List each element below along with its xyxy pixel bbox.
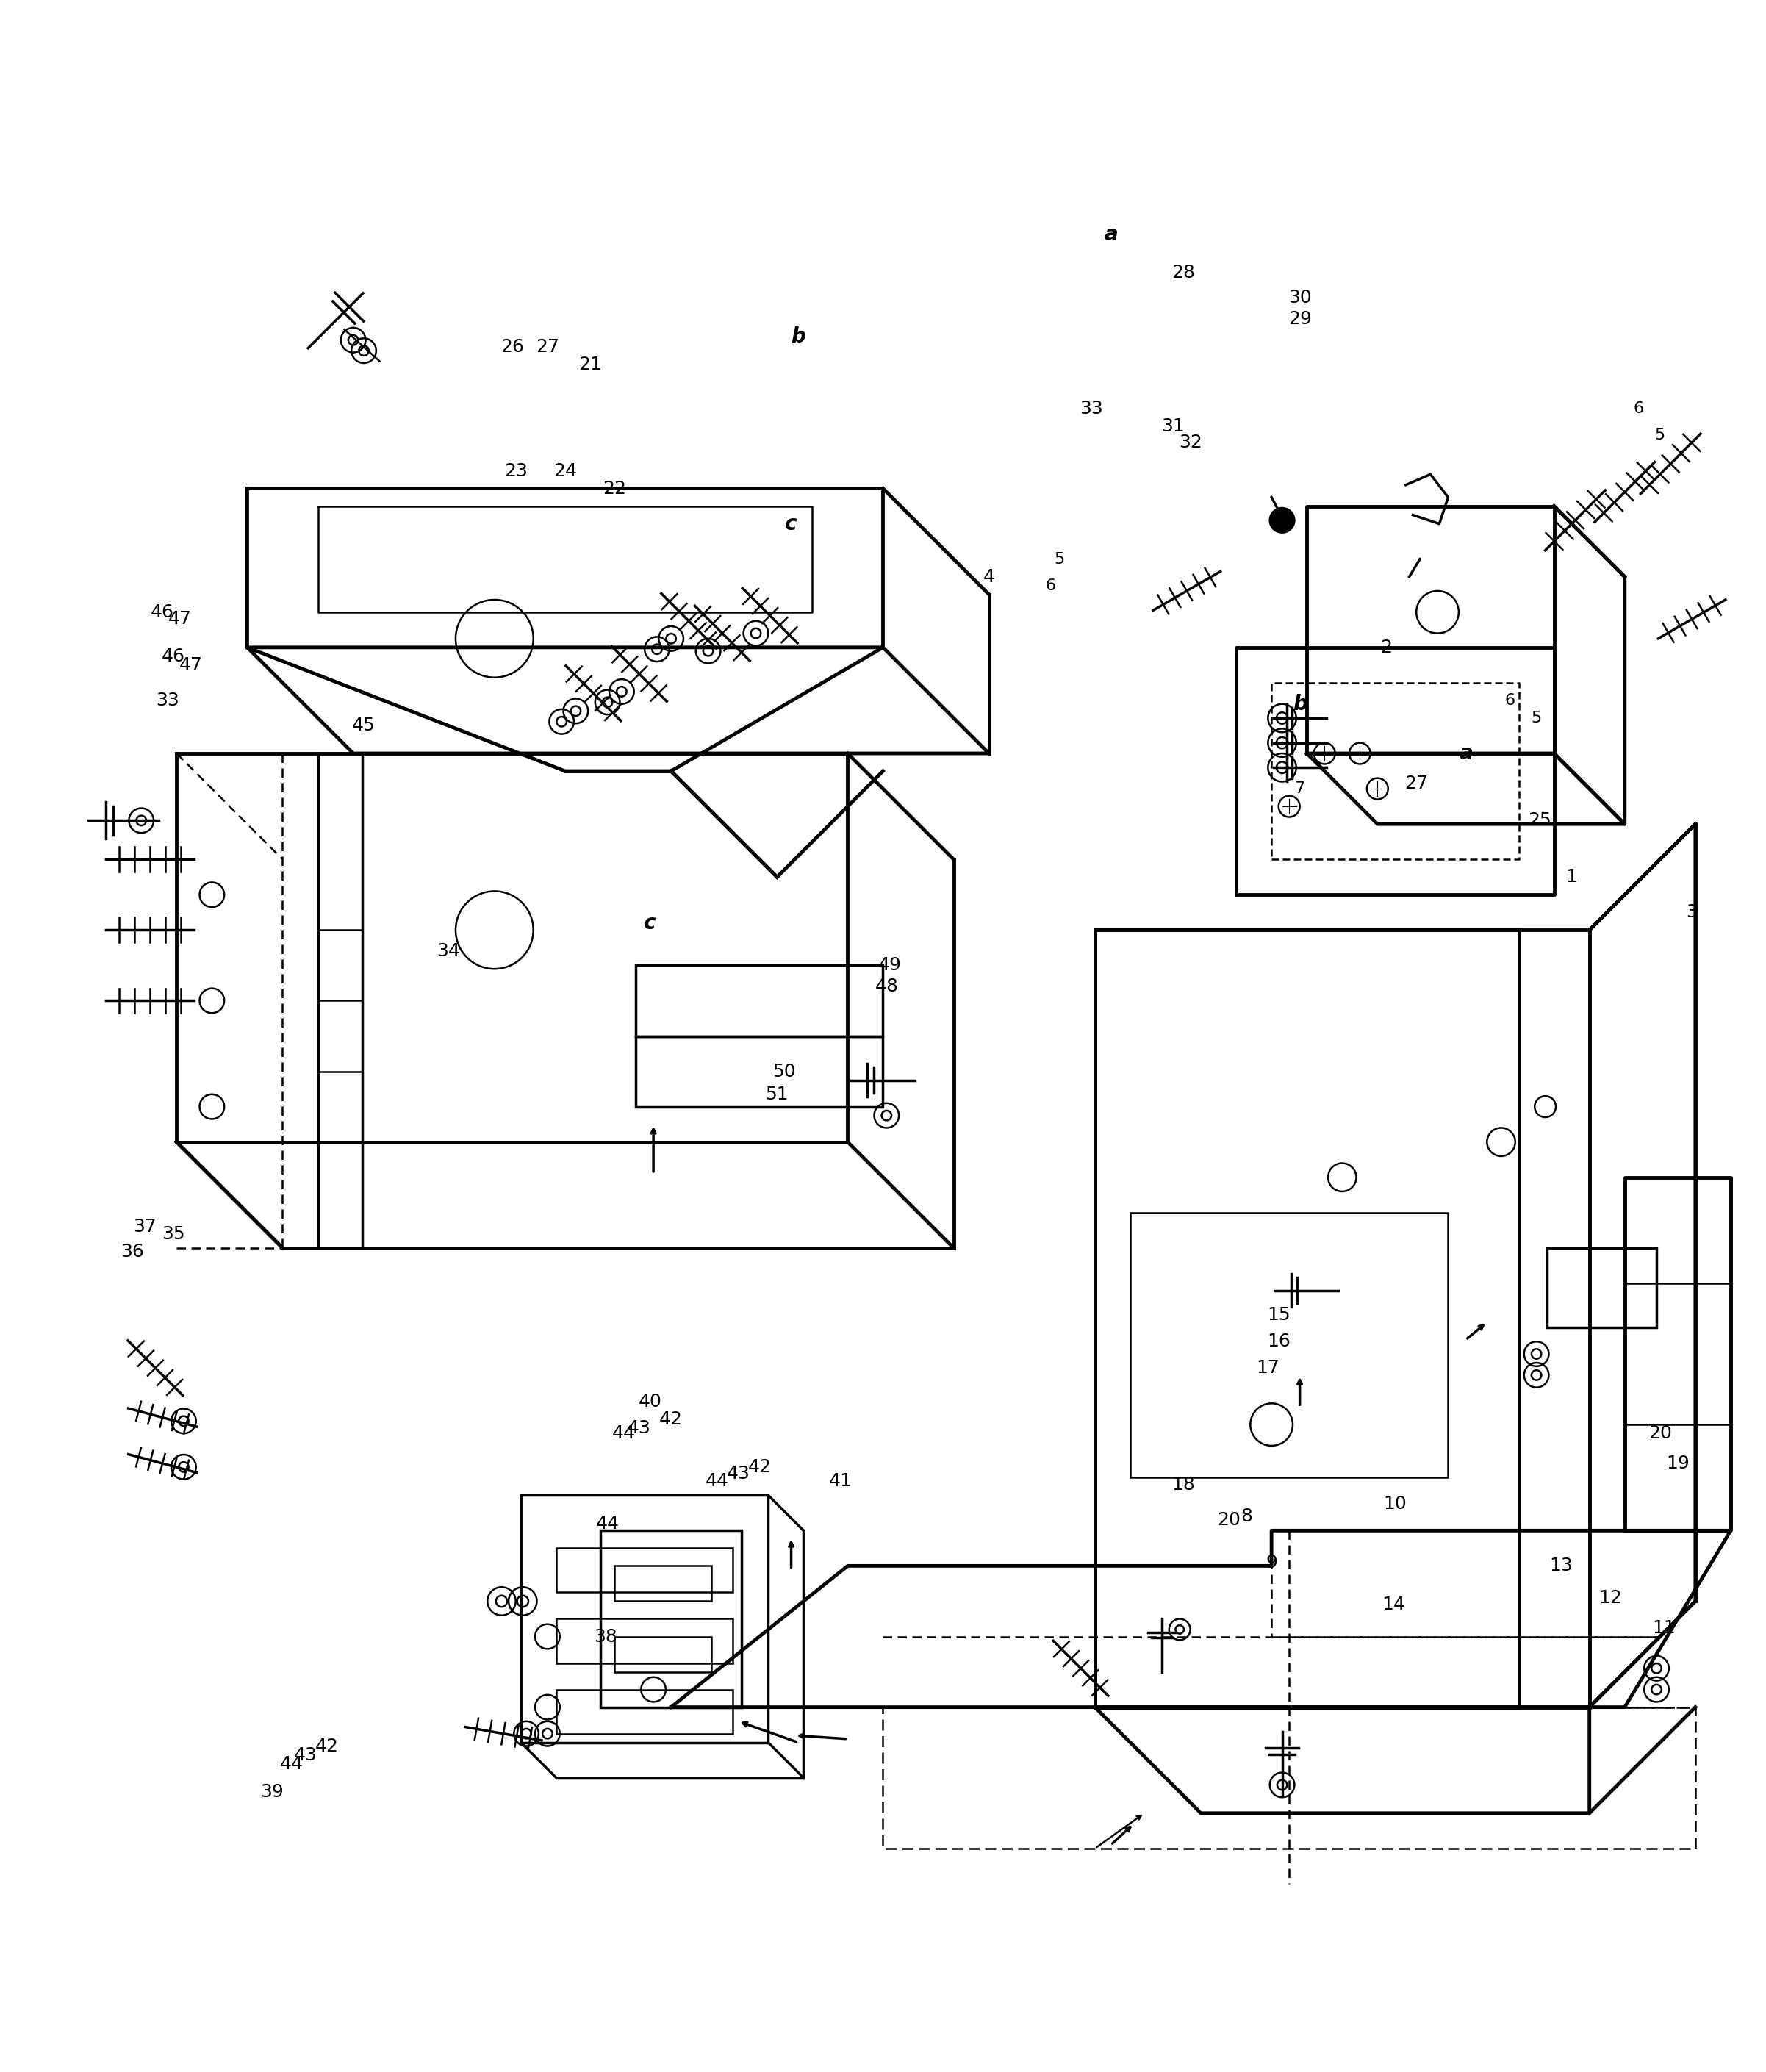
- Text: 43: 43: [726, 1465, 751, 1484]
- Text: 21: 21: [577, 356, 602, 373]
- Text: 24: 24: [553, 462, 577, 479]
- Bar: [615, 1566, 712, 1602]
- Text: a: a: [1459, 744, 1473, 765]
- Text: 6: 6: [1505, 692, 1515, 709]
- Text: 42: 42: [659, 1411, 683, 1428]
- Text: c: c: [645, 912, 655, 932]
- Text: 51: 51: [765, 1086, 789, 1102]
- Text: 17: 17: [1256, 1359, 1280, 1378]
- Text: 6: 6: [1045, 578, 1056, 593]
- Text: 26: 26: [500, 338, 525, 356]
- Text: 42: 42: [314, 1736, 339, 1755]
- Text: 30: 30: [1287, 288, 1312, 307]
- Text: 19: 19: [1665, 1455, 1690, 1473]
- Text: 1: 1: [1566, 868, 1577, 887]
- Bar: [1547, 1247, 1657, 1328]
- Bar: [556, 1548, 733, 1593]
- Text: 46: 46: [161, 646, 185, 665]
- Bar: [318, 754, 362, 1247]
- Text: 43: 43: [627, 1419, 652, 1436]
- Text: 18: 18: [1171, 1475, 1196, 1494]
- Text: b: b: [1293, 694, 1307, 715]
- Text: 50: 50: [772, 1063, 796, 1080]
- Text: 5: 5: [1655, 429, 1665, 443]
- Text: 43: 43: [293, 1747, 318, 1763]
- Text: 5: 5: [1054, 551, 1065, 566]
- Text: 44: 44: [611, 1426, 636, 1442]
- Text: a: a: [1104, 224, 1118, 244]
- Text: 35: 35: [161, 1225, 185, 1243]
- Text: 45: 45: [351, 717, 376, 733]
- Text: 44: 44: [279, 1755, 304, 1772]
- Text: 38: 38: [593, 1629, 618, 1645]
- Bar: [615, 1637, 712, 1672]
- Text: 27: 27: [535, 338, 560, 356]
- Text: 31: 31: [1160, 419, 1185, 435]
- Text: 40: 40: [638, 1392, 662, 1411]
- Text: 34: 34: [436, 943, 461, 959]
- Text: 37: 37: [132, 1218, 157, 1235]
- Text: c: c: [786, 514, 796, 535]
- Bar: [1095, 930, 1589, 1707]
- Text: 11: 11: [1651, 1618, 1676, 1637]
- Text: 16: 16: [1266, 1332, 1291, 1351]
- Text: 28: 28: [1171, 263, 1196, 282]
- Text: 39: 39: [260, 1784, 284, 1801]
- Text: 48: 48: [874, 978, 899, 995]
- Text: 23: 23: [503, 462, 528, 479]
- Text: b: b: [791, 325, 805, 346]
- Text: 9: 9: [1266, 1554, 1277, 1571]
- Text: 46: 46: [150, 603, 175, 622]
- Text: 27: 27: [1404, 775, 1429, 792]
- Text: 20: 20: [1648, 1426, 1672, 1442]
- Text: 12: 12: [1598, 1589, 1623, 1606]
- Text: 15: 15: [1266, 1305, 1291, 1324]
- Bar: [1130, 1212, 1448, 1477]
- Circle shape: [1270, 508, 1294, 533]
- Text: 49: 49: [878, 957, 902, 974]
- Text: 47: 47: [168, 611, 192, 628]
- Text: 47: 47: [178, 657, 203, 673]
- Text: 5: 5: [1531, 711, 1542, 725]
- Text: 7: 7: [1294, 781, 1305, 796]
- Text: 20: 20: [1217, 1510, 1241, 1529]
- Text: 10: 10: [1383, 1496, 1408, 1513]
- Text: 36: 36: [120, 1243, 145, 1260]
- Text: 22: 22: [602, 479, 627, 497]
- Text: 6: 6: [1634, 402, 1644, 416]
- Text: 44: 44: [705, 1473, 729, 1490]
- Bar: [556, 1689, 733, 1734]
- Text: 25: 25: [1528, 812, 1552, 829]
- Text: 2: 2: [1381, 638, 1392, 657]
- Text: 4: 4: [984, 568, 994, 586]
- Bar: [636, 966, 883, 1036]
- Text: 41: 41: [828, 1473, 853, 1490]
- Text: 14: 14: [1381, 1595, 1406, 1614]
- Bar: [600, 1531, 742, 1707]
- Text: 8: 8: [1241, 1508, 1252, 1525]
- Bar: [556, 1618, 733, 1664]
- Bar: [636, 1036, 883, 1106]
- Text: 33: 33: [1079, 400, 1104, 419]
- Text: 32: 32: [1178, 433, 1203, 452]
- Text: 33: 33: [155, 692, 180, 709]
- Text: 3: 3: [1687, 903, 1697, 922]
- Text: 44: 44: [595, 1515, 620, 1533]
- Text: 29: 29: [1287, 311, 1312, 327]
- Text: 42: 42: [747, 1459, 772, 1475]
- Text: 13: 13: [1549, 1556, 1574, 1575]
